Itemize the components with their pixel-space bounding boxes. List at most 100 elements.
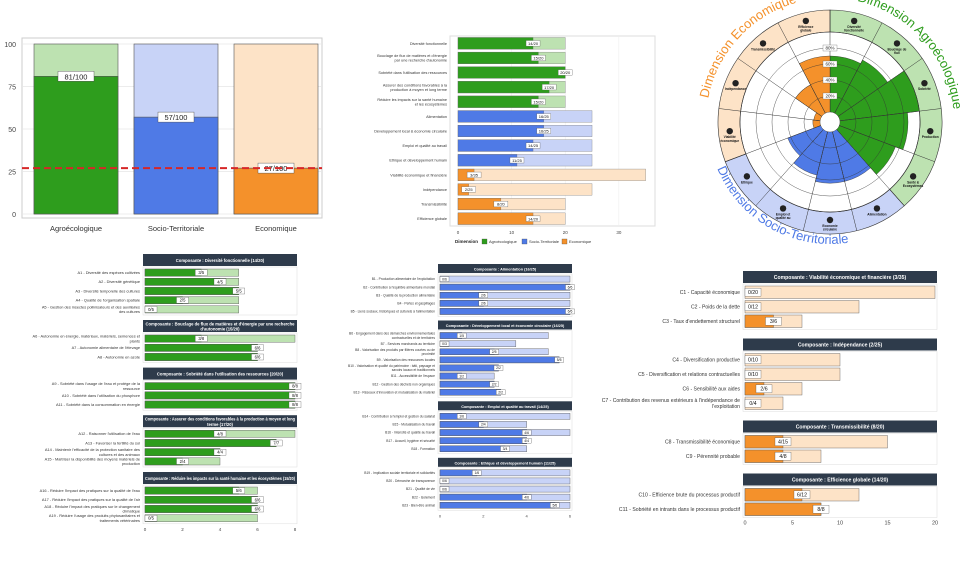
value-label: 6/6: [568, 285, 573, 289]
group-title: Composante : Sobriété dans l'utilisation…: [157, 372, 284, 377]
ring-label: 60%: [825, 62, 834, 67]
group-title: Composante : Diversité fonctionnelle (14…: [176, 258, 265, 263]
value-label-box: [536, 113, 551, 120]
item-label: C4 - Diversification productive: [672, 358, 740, 364]
value-label: 6/6: [255, 507, 261, 512]
item-label: C11 - Sobriété en intrants dans le proce…: [619, 507, 741, 513]
item-label: A5 - Gestion des insectes pollinisateurs…: [42, 304, 140, 309]
value-label: 4/6: [524, 431, 529, 435]
item-label: A17 - Réduire l'impact des pratiques sur…: [42, 497, 141, 502]
value-label-box: [270, 439, 283, 447]
value-label: 3/35: [470, 172, 479, 177]
item-label: B20 - Démarche de transparence: [386, 479, 435, 483]
value-label-box: [478, 421, 488, 428]
category-label: production à moyen et long terme: [390, 88, 447, 92]
value-label-box: [525, 142, 541, 149]
value-bar: [457, 37, 534, 50]
item-label: ressource: [123, 386, 140, 391]
item-label: A19 - Réduire l'usage des produits phyto…: [49, 513, 141, 518]
item-label: C8 - Transmissibilité économique: [665, 440, 740, 446]
value-label-box: [525, 215, 541, 222]
x-tick-label: 4: [219, 527, 222, 532]
legend-swatch: [521, 238, 528, 245]
legend-swatch: [481, 238, 488, 245]
value-label-box: [144, 306, 158, 313]
value-label: 2/25: [465, 187, 474, 192]
ring-label-box: [822, 60, 838, 68]
value-label: 2/4: [180, 459, 186, 464]
item-label: B21 - Qualité de vie: [406, 487, 435, 491]
x-tick-label: 8: [294, 527, 297, 532]
value-label-box: [565, 284, 575, 290]
value-label: 2/2: [498, 390, 503, 394]
value-label: 6/12: [797, 493, 807, 499]
ring-label-box: [822, 92, 838, 100]
segment-label: qualité au: [776, 216, 791, 220]
segment-label: Indépendance: [725, 87, 747, 91]
value-label: 2/6: [760, 387, 767, 393]
value-bar: [439, 493, 527, 501]
value-label-box: [461, 186, 476, 193]
value-bar: [144, 448, 221, 457]
group-header: [743, 338, 937, 351]
value-bar: [233, 167, 319, 215]
segment-label: globale: [800, 29, 811, 33]
segment-label: économique: [720, 139, 739, 143]
value-label: 0/10: [748, 358, 758, 364]
value-label-box: [251, 353, 264, 361]
value-label: 14/20: [528, 216, 539, 221]
value-bar: [33, 75, 119, 215]
item-label: A14 - Maintenir l'efficacité de la prote…: [45, 447, 140, 452]
value-label: 17/20: [544, 85, 555, 90]
item-label: B15 - Mutualisation du travail: [392, 423, 435, 427]
max-bar: [144, 305, 239, 314]
y-tick-label: 75: [8, 85, 16, 92]
value-bar: [144, 343, 258, 352]
x-tick-label: Socio-Territoriale: [148, 224, 204, 233]
max-bar: [457, 183, 593, 196]
value-label: 5/5: [557, 358, 562, 362]
x-tick-label: Economique: [255, 224, 297, 233]
value-label: 8/8: [292, 393, 298, 398]
value-label-box: [232, 487, 245, 494]
value-label-box: [439, 478, 450, 484]
value-label-box: [522, 437, 532, 444]
category-label: Ethique et développement humain: [389, 159, 447, 163]
item-label: B10 - Valorisation et qualité du patrimo…: [348, 364, 435, 368]
segment-divider: [834, 22, 883, 114]
value-label: 8/8: [817, 507, 824, 513]
segment-divider: [839, 125, 935, 162]
x-tick-label: 4: [526, 513, 529, 518]
item-label: B17 - Accueil, hygiène et sécurité: [386, 439, 435, 443]
segment-divider: [755, 129, 824, 206]
value-label-box: [531, 98, 546, 105]
value-label-box: [541, 84, 557, 91]
value-label-box: [157, 111, 195, 123]
value-label: 11/25: [512, 158, 522, 163]
y-tick-label: 100: [4, 42, 16, 49]
item-label: B2 - Contribution à l'équilibre alimenta…: [363, 285, 435, 289]
value-label: 2/6: [481, 302, 486, 306]
max-bar: [439, 340, 517, 347]
value-bar: [144, 429, 221, 438]
value-bar: [144, 382, 296, 391]
value-label: 3/8: [198, 336, 204, 341]
item-label: l'exploitation: [712, 404, 740, 410]
item-label: B4 - Pertes et gaspillages: [397, 302, 435, 306]
group-header: [438, 264, 572, 273]
item-label: A12 - Raisonner l'utilisation de l'eau: [78, 431, 140, 436]
ring-grid: [739, 31, 921, 213]
segment-divider: [777, 22, 826, 114]
item-label: A3 - Diversité temporelle des cultures: [75, 288, 140, 293]
max-bar: [144, 514, 258, 523]
value-label-box: [251, 505, 264, 513]
value-bar: [457, 81, 550, 94]
item-label: B8 - Valorisation des produits par filiè…: [355, 348, 435, 352]
value-label-box: [744, 355, 762, 364]
segment-divider: [737, 58, 822, 117]
max-bar: [439, 275, 571, 283]
category-label: Transmissibilité: [421, 203, 447, 207]
x-tick-label: 5: [791, 521, 794, 527]
group-title: terme (17/20): [207, 422, 233, 427]
item-label: C5 - Diversification et relations contra…: [638, 372, 740, 378]
